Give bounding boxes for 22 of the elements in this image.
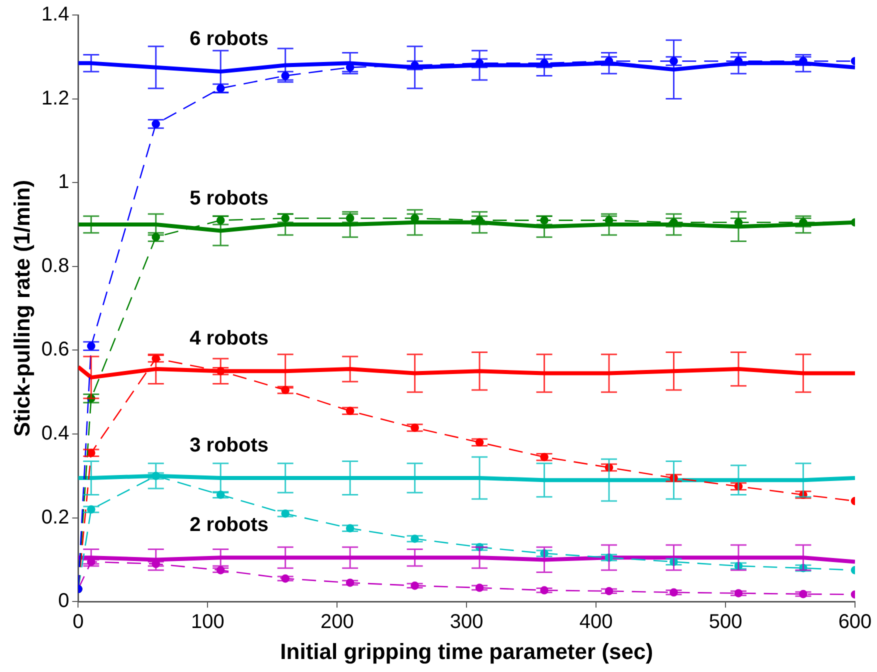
- x-tick-label: 400: [579, 611, 613, 634]
- x-tick-label: 600: [838, 611, 872, 634]
- y-tick-label: 0.4: [41, 422, 70, 445]
- series-label: 5 robots: [190, 187, 269, 210]
- y-axis-title: Stick-pulling rate (1/min): [9, 180, 34, 437]
- y-tick-label: 0.2: [41, 506, 70, 528]
- x-tick-label: 500: [708, 611, 742, 634]
- series-label: 4 robots: [190, 328, 269, 350]
- x-tick-label: 200: [320, 611, 354, 634]
- y-tick-label: 0.6: [41, 338, 70, 361]
- y-tick-label: 1.2: [41, 87, 70, 110]
- y-tick-label: 0.8: [41, 254, 70, 277]
- series-label: 6 robots: [190, 28, 269, 50]
- y-tick-label: 1.4: [41, 4, 70, 26]
- x-tick-label: 100: [190, 611, 224, 634]
- x-tick-label: 300: [450, 611, 484, 634]
- x-axis-title: Initial gripping time parameter (sec): [280, 638, 654, 664]
- y-tick-label: 1: [58, 171, 70, 194]
- series-label: 2 robots: [190, 514, 269, 536]
- y-tick-label: 0: [58, 590, 70, 612]
- x-tick-label: 0: [72, 611, 84, 634]
- series-label: 3 robots: [190, 434, 269, 457]
